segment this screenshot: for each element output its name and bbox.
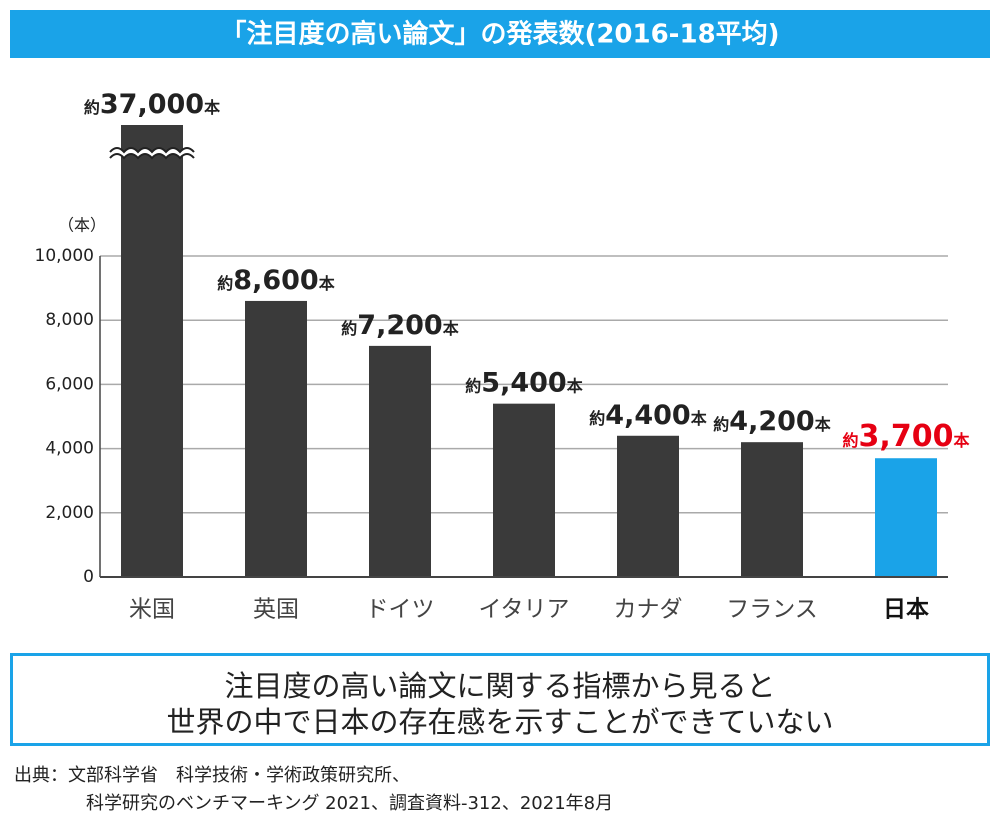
y-tick-label: 10,000 bbox=[35, 246, 94, 266]
axis-break-line bbox=[109, 153, 195, 160]
source-line: 科学研究のベンチマーキング 2021、調査資料-312、2021年8月 bbox=[86, 793, 613, 814]
bar bbox=[493, 403, 555, 577]
value-label: 約8,600本 bbox=[217, 265, 334, 296]
value-label: 約4,200本 bbox=[713, 406, 830, 437]
bar bbox=[875, 458, 937, 577]
title-bar bbox=[10, 10, 990, 58]
bar bbox=[245, 300, 307, 577]
value-label: 約37,000本 bbox=[84, 89, 220, 120]
x-tick-label: カナダ bbox=[614, 597, 683, 623]
y-unit: （本） bbox=[58, 216, 106, 235]
bar bbox=[741, 442, 803, 577]
callout-box bbox=[10, 653, 990, 746]
value-label: 約3,700本 bbox=[843, 419, 970, 454]
y-tick-label: 2,000 bbox=[45, 503, 94, 523]
value-label: 約4,400本 bbox=[589, 400, 706, 431]
callout-line: 世界の中で日本の存在感を示すことができていない bbox=[166, 705, 833, 739]
value-label: 約7,200本 bbox=[341, 310, 458, 341]
y-tick-label: 6,000 bbox=[45, 374, 94, 394]
x-tick-label: 英国 bbox=[253, 597, 299, 623]
axis-break-line bbox=[109, 147, 195, 154]
chart-title: 「注目度の高い論文」の発表数(2016-18平均) bbox=[220, 19, 779, 50]
bar bbox=[121, 125, 183, 577]
x-tick-label: フランス bbox=[726, 597, 818, 623]
x-tick-label: 米国 bbox=[129, 597, 175, 623]
bar bbox=[617, 435, 679, 577]
x-tick-label: イタリア bbox=[478, 597, 569, 623]
callout-line: 注目度の高い論文に関する指標から見ると bbox=[224, 669, 775, 703]
bar bbox=[369, 345, 431, 577]
source-line: 出典：文部科学省 科学技術・学術政策研究所、 bbox=[14, 765, 410, 786]
y-tick-label: 0 bbox=[83, 567, 94, 587]
y-tick-label: 4,000 bbox=[45, 439, 94, 459]
value-label: 約5,400本 bbox=[465, 368, 582, 399]
x-tick-label: 日本 bbox=[883, 597, 929, 623]
x-tick-label: ドイツ bbox=[366, 597, 435, 623]
y-tick-label: 8,000 bbox=[45, 310, 94, 330]
